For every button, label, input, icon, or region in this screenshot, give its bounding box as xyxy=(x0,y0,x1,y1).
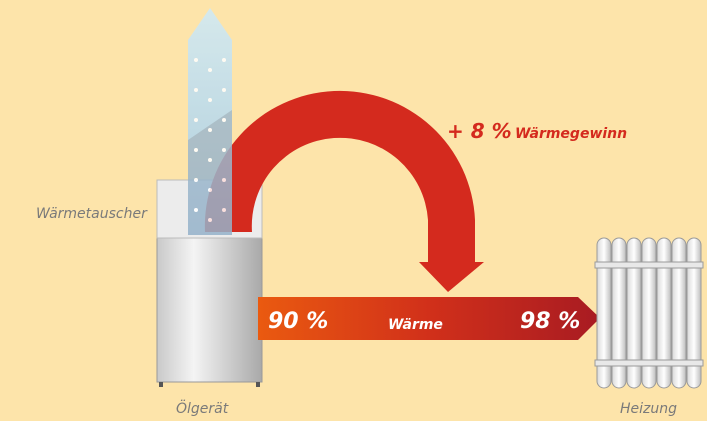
start-percent: 90 % xyxy=(268,309,328,334)
diagram: + 8 % Wärmegewinn Wärmetauscher 90 % Wär… xyxy=(0,0,707,421)
end-percent: 98 % xyxy=(520,309,580,334)
flow-text: Wärme xyxy=(388,317,443,333)
radiator xyxy=(595,238,703,388)
heat-exchanger-label: Wärmetauscher xyxy=(36,206,148,222)
heating-label: Heizung xyxy=(620,401,677,417)
gain-percent: + 8 % xyxy=(447,119,512,143)
chimney xyxy=(188,8,232,235)
gain-text: Wärmegewinn xyxy=(515,126,627,142)
boiler-label: Ölgerät xyxy=(176,399,229,417)
